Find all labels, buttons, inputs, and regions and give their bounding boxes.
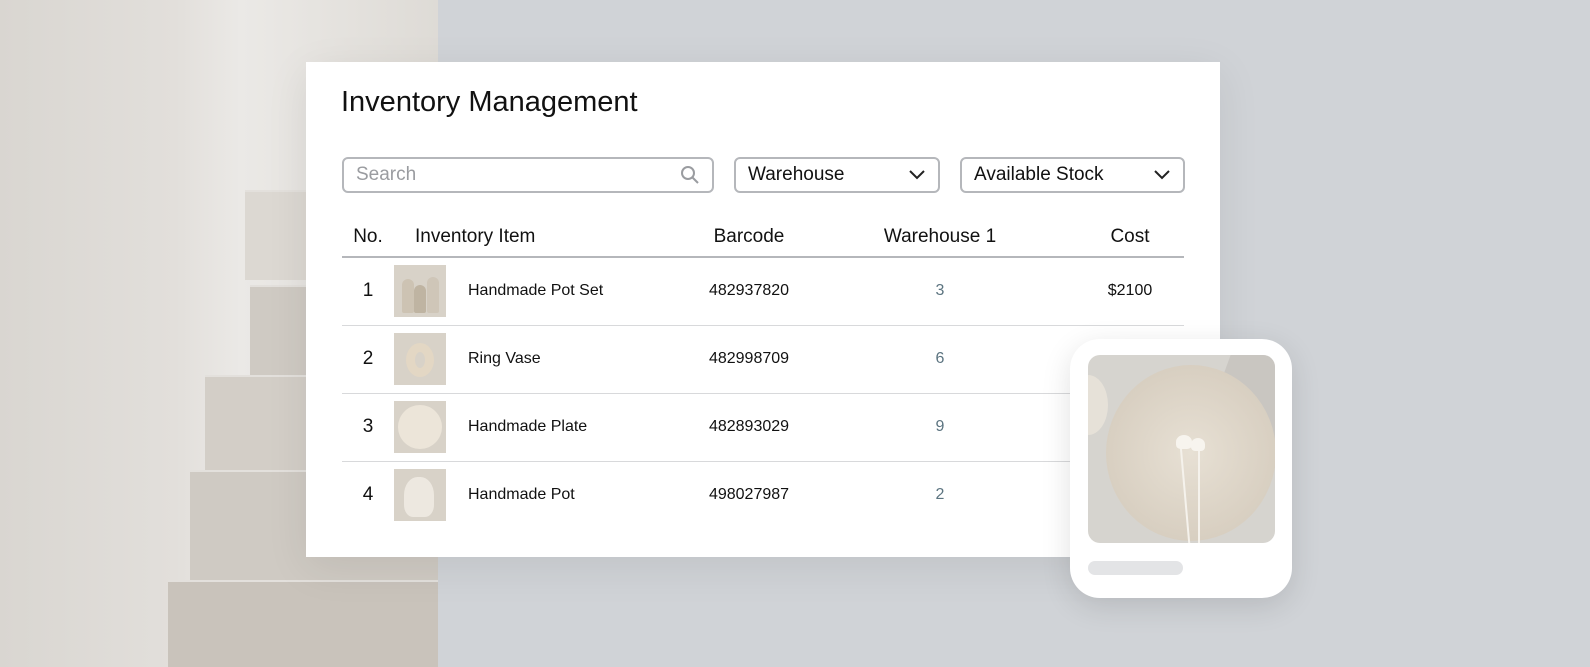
- item-thumbnail: [394, 401, 446, 453]
- inventory-table: No. Inventory Item Barcode Warehouse 1 C…: [342, 217, 1184, 529]
- item-thumbnail: [394, 333, 446, 385]
- barcode-cell: 482937820: [694, 257, 804, 326]
- row-number: 1: [342, 257, 394, 326]
- item-thumbnail: [394, 469, 446, 522]
- column-header-warehouse: Warehouse 1: [804, 217, 1076, 258]
- column-header-cost: Cost: [1076, 217, 1184, 258]
- warehouse-stock-cell: 3: [804, 257, 1076, 326]
- card-caption-placeholder: [1088, 561, 1183, 575]
- cost-cell: $2100: [1076, 257, 1184, 326]
- inventory-item-cell: Handmade Pot Set: [394, 257, 694, 326]
- item-name: Handmade Pot: [468, 486, 575, 504]
- item-name: Ring Vase: [468, 350, 541, 367]
- table-row[interactable]: 4 Handmade Pot 498027987 2: [342, 461, 1184, 529]
- table-row[interactable]: 1 Handmade Pot Set 482937820 3 $2100: [342, 257, 1184, 326]
- barcode-cell: 482893029: [694, 393, 804, 462]
- page-title: Inventory Management: [341, 86, 638, 118]
- row-number: 3: [342, 393, 394, 462]
- table-header: No. Inventory Item Barcode Warehouse 1 C…: [342, 217, 1184, 258]
- warehouse-dropdown[interactable]: Warehouse: [734, 157, 940, 193]
- chevron-down-icon: [1154, 170, 1170, 180]
- plate-image: [1088, 355, 1275, 543]
- inventory-item-cell: Handmade Pot: [394, 461, 694, 529]
- inventory-item-cell: Handmade Plate: [394, 393, 694, 462]
- item-name: Handmade Plate: [468, 418, 588, 435]
- product-preview-card[interactable]: [1070, 339, 1292, 598]
- row-number: 4: [362, 484, 374, 506]
- item-name: Handmade Pot Set: [468, 282, 604, 300]
- column-header-item: Inventory Item: [394, 217, 694, 258]
- warehouse-stock-cell: 9: [804, 393, 1076, 462]
- search-icon: [681, 166, 699, 184]
- column-header-barcode: Barcode: [694, 217, 804, 258]
- table-row[interactable]: 3 Handmade Plate 482893029 9: [342, 393, 1184, 462]
- search-input[interactable]: Search: [342, 157, 714, 193]
- available-stock-dropdown[interactable]: Available Stock: [960, 157, 1185, 193]
- item-thumbnail: [394, 265, 446, 318]
- inventory-item-cell: Ring Vase: [394, 325, 694, 394]
- column-header-no: No.: [342, 217, 394, 258]
- row-number: 2: [342, 325, 394, 394]
- warehouse-dropdown-label: Warehouse: [748, 164, 845, 185]
- barcode-cell: 498027987: [708, 486, 790, 504]
- table-row[interactable]: 2 Ring Vase 482998709 6: [342, 325, 1184, 394]
- barcode-cell: 482998709: [694, 325, 804, 394]
- chevron-down-icon: [909, 170, 925, 180]
- search-placeholder: Search: [356, 164, 417, 185]
- warehouse-stock-cell: 6: [804, 325, 1076, 394]
- available-stock-dropdown-label: Available Stock: [974, 164, 1104, 185]
- warehouse-stock-cell: 2: [935, 486, 945, 504]
